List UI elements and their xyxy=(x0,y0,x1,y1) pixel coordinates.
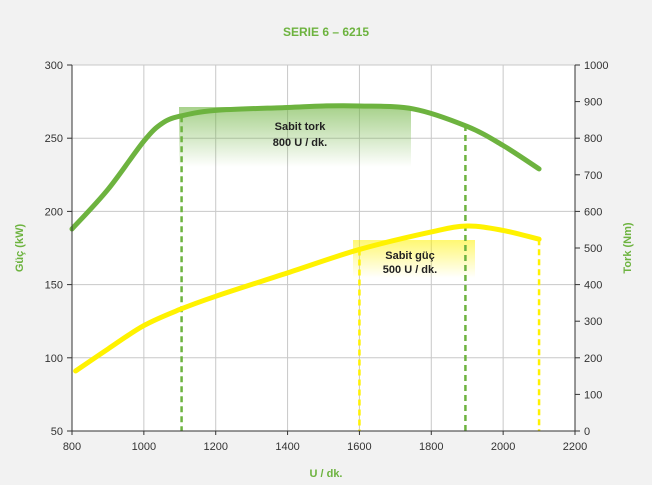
annotation-sabit-guc-line-1: Sabit güç xyxy=(385,250,435,262)
vertical-markers xyxy=(180,116,541,431)
x-tick-label: 1400 xyxy=(275,441,299,453)
left-tick-label: 50 xyxy=(51,426,63,438)
x-tick-label: 1800 xyxy=(419,441,443,453)
x-tick-label: 1600 xyxy=(347,441,371,453)
right-tick-label: 0 xyxy=(584,426,590,438)
right-tick-label: 500 xyxy=(584,243,602,255)
right-axis-ticks: 0 100 200 300 400 500 600 700 800 900 1000 xyxy=(575,60,608,438)
chart-title: SERIE 6 – 6215 xyxy=(283,25,369,39)
x-tick-label: 2000 xyxy=(491,441,515,453)
sabit-tork-highlight xyxy=(179,107,411,167)
annotation-sabit-tork: Sabit tork 800 U / dk. xyxy=(273,121,327,149)
left-tick-label: 300 xyxy=(45,60,63,72)
x-axis-title: U / dk. xyxy=(309,468,342,480)
left-tick-label: 250 xyxy=(45,133,63,145)
left-tick-label: 100 xyxy=(45,353,63,365)
annotation-sabit-tork-line-2: 800 U / dk. xyxy=(273,137,327,149)
series-line-yellow xyxy=(73,223,542,374)
x-tick-label: 1200 xyxy=(203,441,227,453)
right-tick-label: 100 xyxy=(584,389,602,401)
right-tick-label: 1000 xyxy=(584,60,608,72)
left-tick-label: 150 xyxy=(45,280,63,292)
right-tick-label: 400 xyxy=(584,280,602,292)
left-axis-ticks: 50 100 150 200 250 300 xyxy=(45,60,72,438)
right-tick-label: 800 xyxy=(584,133,602,145)
grid xyxy=(72,64,575,431)
x-tick-label: 1000 xyxy=(132,441,156,453)
annotation-sabit-guc: Sabit güç 500 U / dk. xyxy=(383,250,437,276)
x-tick-label: 800 xyxy=(63,441,81,453)
annotation-sabit-guc-line-2: 500 U / dk. xyxy=(383,264,437,276)
left-axis-title: Güç (kW) xyxy=(14,224,26,273)
annotation-sabit-tork-line-1: Sabit tork xyxy=(275,121,327,133)
right-tick-label: 200 xyxy=(584,353,602,365)
right-axis-title: Tork (Nm) xyxy=(622,222,634,273)
right-tick-label: 600 xyxy=(584,206,602,218)
x-axis-ticks: 800 1000 1200 1400 1600 1800 2000 2200 xyxy=(63,431,587,453)
right-tick-label: 300 xyxy=(584,316,602,328)
right-tick-label: 700 xyxy=(584,170,602,182)
x-tick-label: 2200 xyxy=(563,441,587,453)
series-line-green xyxy=(69,103,542,232)
left-tick-label: 200 xyxy=(45,206,63,218)
series-lines xyxy=(69,103,542,374)
right-tick-label: 900 xyxy=(584,97,602,109)
